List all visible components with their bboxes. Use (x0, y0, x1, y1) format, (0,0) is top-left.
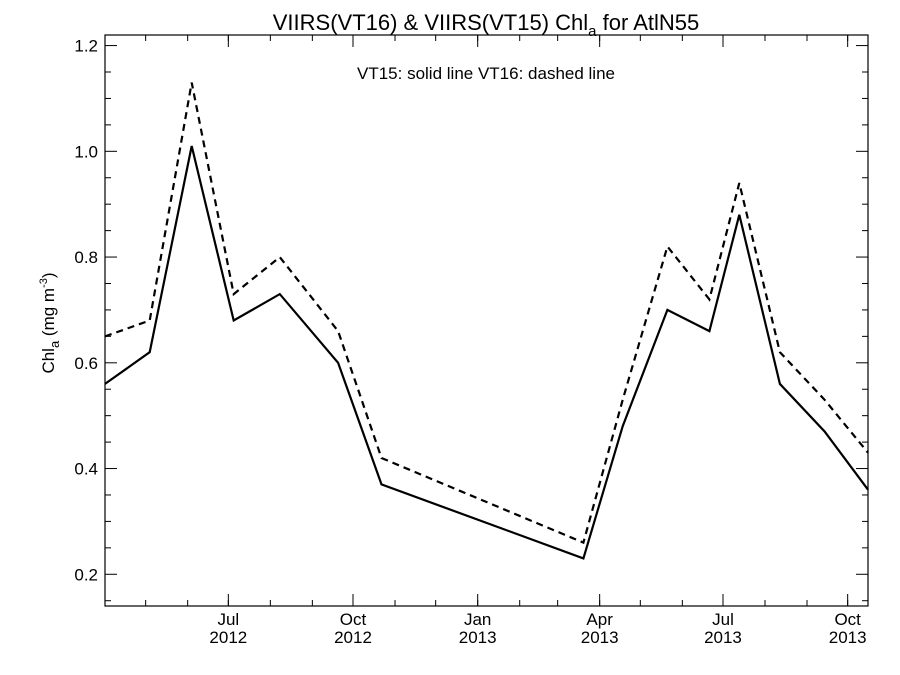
plot-frame (104, 34, 869, 607)
x-tick-year-label: 2013 (829, 628, 867, 647)
solid-series-line (104, 145, 869, 560)
x-tick-year-label: 2012 (209, 628, 247, 647)
y-tick-label: 0.4 (74, 460, 98, 479)
title-subscript: a (588, 23, 597, 40)
title-suffix: for AtlN55 (597, 10, 700, 35)
dashed-series-line (104, 82, 869, 545)
y-tick-label: 0.2 (74, 565, 98, 584)
title-prefix: VIIRS(VT16) & VIIRS(VT15) Chl (273, 10, 588, 35)
x-tick-month-label: Apr (586, 610, 613, 629)
line-style-note: VT15: solid line VT16: dashed line (357, 64, 615, 83)
ylabel-middle: (mg m (39, 288, 58, 341)
x-tick-month-label: Oct (340, 610, 367, 629)
x-tick-month-label: Jan (464, 610, 491, 629)
y-tick-label: 0.6 (74, 354, 98, 373)
y-axis-label: Chla (mg m-3) (38, 272, 62, 373)
x-tick-year-label: 2012 (334, 628, 372, 647)
ylabel-prefix: Chl (39, 348, 58, 374)
x-tick-year-label: 2013 (459, 628, 497, 647)
y-tick-label: 1.0 (74, 142, 98, 161)
y-tick-label: 0.8 (74, 248, 98, 267)
series-layer (104, 82, 869, 560)
ylabel-subscript: a (47, 340, 62, 348)
x-tick-month-label: Oct (834, 610, 861, 629)
chart-title: VIIRS(VT16) & VIIRS(VT15) Chla for AtlN5… (273, 10, 699, 40)
x-tick-year-label: 2013 (704, 628, 742, 647)
tick-layer: 0.20.40.60.81.01.2Jul2012Oct2012Jan2013A… (74, 35, 868, 647)
ylabel-superscript: -3 (38, 278, 50, 288)
x-tick-month-label: Jul (217, 610, 239, 629)
y-tick-label: 1.2 (74, 37, 98, 56)
x-tick-month-label: Jul (712, 610, 734, 629)
x-tick-year-label: 2013 (581, 628, 619, 647)
ylabel-suffix: ) (39, 272, 58, 278)
